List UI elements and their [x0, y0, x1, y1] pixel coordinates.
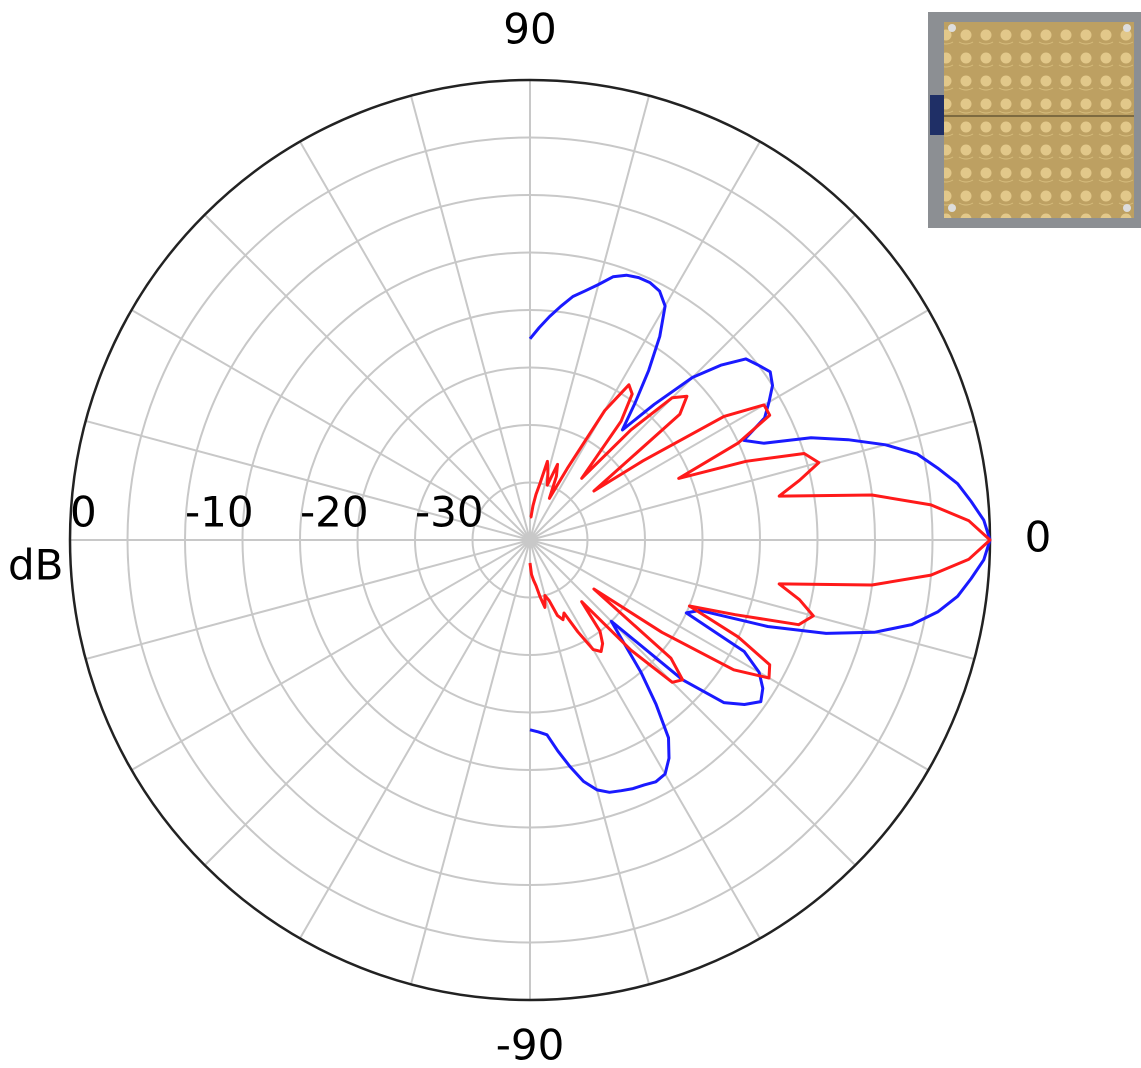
- theta-grid-line: [530, 142, 760, 540]
- theta-grid-line: [530, 540, 855, 865]
- theta-tick-label: -90: [496, 1021, 565, 1068]
- chart: 0 -10 -20 -30 90 0 -90 dB: [0, 0, 1141, 1068]
- r-tick-label: -10: [185, 488, 254, 537]
- screw: [948, 204, 956, 212]
- theta-grid-line: [530, 540, 974, 659]
- theta-grid-line: [530, 540, 928, 770]
- theta-tick-label: 0: [1025, 513, 1052, 562]
- theta-grid-line: [530, 540, 760, 938]
- theta-tick-label: 90: [503, 5, 556, 54]
- screw: [948, 24, 956, 32]
- pcb-connector: [930, 95, 944, 135]
- theta-grid-line: [530, 310, 928, 540]
- theta-grid-line: [132, 540, 530, 770]
- theta-grid-line: [300, 540, 530, 938]
- theta-grid-line: [205, 540, 530, 865]
- inset-photo: [928, 12, 1141, 228]
- r-tick-label: -30: [415, 488, 484, 537]
- theta-grid-line: [411, 96, 530, 540]
- theta-grid-line: [530, 540, 649, 984]
- pcb-patches: [944, 22, 1134, 218]
- screw: [1123, 24, 1131, 32]
- theta-grid-line: [411, 540, 530, 984]
- page: 0-10-20-30900-90 dB (() => { const data …: [0, 0, 1141, 1068]
- r-axis-label: dB: [8, 541, 63, 590]
- r-tick-label: 0: [70, 488, 97, 537]
- theta-grid-line: [300, 142, 530, 540]
- theta-grid-line: [86, 540, 530, 659]
- r-tick-label: -20: [300, 488, 369, 537]
- theta-grid-line: [530, 421, 974, 540]
- screw: [1123, 204, 1131, 212]
- grid: 0 -10 -20 -30 90 0 -90: [70, 5, 1051, 1068]
